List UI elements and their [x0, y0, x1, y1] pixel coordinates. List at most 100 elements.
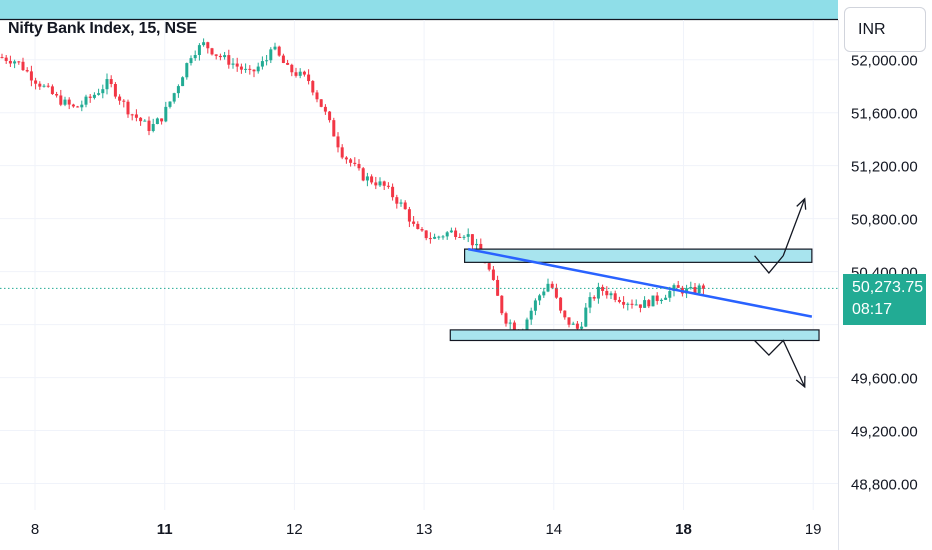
y-tick-label: 49,200.00 [851, 424, 918, 441]
candle-body [21, 61, 25, 71]
candle-body [441, 236, 445, 238]
candle-body [185, 63, 189, 78]
candle-body [655, 295, 659, 302]
candle-body [34, 80, 38, 84]
last-price-badge: 50,273.75 08:17 [843, 274, 926, 326]
candle-body [500, 295, 504, 314]
candle-body [580, 326, 584, 329]
candle-body [525, 319, 529, 331]
x-tick-label: 12 [286, 521, 303, 538]
candle-body [458, 236, 462, 238]
candle-body [67, 99, 71, 105]
x-tick-label: 14 [545, 521, 562, 538]
candle-body [412, 221, 416, 224]
lower-range-box [449, 329, 820, 342]
candle-body [575, 323, 579, 329]
candle-body [168, 101, 172, 107]
candle-body [265, 60, 269, 62]
candle-body [13, 61, 17, 64]
candle-body [273, 46, 277, 50]
candle-body [403, 202, 407, 210]
candle-body [365, 176, 369, 181]
candle-body [214, 54, 218, 56]
candle-body [538, 295, 542, 301]
candle-body [25, 70, 29, 72]
y-tick-label: 48,800.00 [851, 477, 918, 494]
candle-body [508, 322, 512, 324]
candle-body [206, 42, 210, 49]
candle-body [59, 95, 63, 105]
x-tick-label: 11 [157, 521, 173, 538]
candle-body [386, 185, 390, 187]
candle-body [239, 66, 243, 70]
breakout-arrow-up-head [796, 197, 807, 210]
candle-body [172, 93, 176, 102]
candle-body [155, 118, 159, 125]
candle-body [42, 85, 46, 87]
x-tick-label: 8 [31, 521, 39, 538]
candle-body [592, 297, 596, 299]
y-tick-label: 51,200.00 [851, 159, 918, 176]
candle-body [256, 66, 260, 72]
candle-body [84, 96, 88, 105]
candle-body [361, 168, 365, 181]
x-tick-label: 13 [416, 521, 433, 538]
candle-body [323, 106, 327, 112]
candle-body [357, 163, 361, 169]
candle-body [647, 300, 651, 307]
candle-body [349, 159, 353, 163]
candle-body [176, 86, 180, 94]
candle-body [290, 64, 294, 73]
candle-body [601, 286, 605, 291]
candle-body [571, 323, 575, 325]
candle-body [475, 243, 479, 246]
candle-body [248, 68, 252, 70]
candle-body [281, 55, 285, 63]
candle-body [46, 85, 50, 87]
candle-body [76, 106, 80, 108]
candle-body [496, 279, 500, 296]
candle-body [302, 71, 306, 75]
candle-body [202, 42, 206, 46]
candle-body [504, 313, 508, 324]
candle-body [231, 63, 235, 65]
candle-body [134, 114, 138, 118]
chart-title: Nifty Bank Index, 15, NSE [8, 20, 197, 37]
candle-body [449, 230, 453, 233]
x-tick-label: 19 [805, 521, 822, 538]
candle-body [319, 99, 323, 107]
candle-body [92, 94, 96, 98]
candle-body [596, 286, 600, 299]
candle-body [466, 234, 470, 237]
candle-body [462, 236, 466, 238]
candle-body [584, 307, 588, 327]
candle-body [638, 304, 642, 308]
candle-body [101, 89, 105, 94]
candle-body [533, 300, 537, 311]
y-tick-label: 49,600.00 [851, 371, 918, 388]
candle-body [189, 58, 193, 64]
candle-body [252, 69, 256, 72]
y-tick-label: 51,600.00 [851, 106, 918, 123]
candle-body [689, 287, 693, 289]
candle-body [88, 96, 92, 98]
candle-body [613, 293, 617, 300]
currency-button[interactable]: INR [844, 7, 926, 52]
candle-body [617, 299, 621, 302]
candle-body [113, 83, 117, 97]
currency-label: INR [858, 20, 886, 38]
candle-body [286, 62, 290, 65]
candle-body [294, 72, 298, 76]
candle-body [55, 94, 59, 96]
candle-body [622, 301, 626, 305]
candle-body [701, 285, 705, 289]
candle-body [487, 263, 491, 270]
candle-body [332, 120, 336, 137]
candle-body [109, 79, 113, 84]
candle-body [626, 303, 630, 305]
candle-body [399, 202, 403, 204]
x-tick-label: 18 [675, 521, 692, 538]
candle-body [38, 83, 42, 87]
breakout-arrow-up [754, 198, 806, 274]
